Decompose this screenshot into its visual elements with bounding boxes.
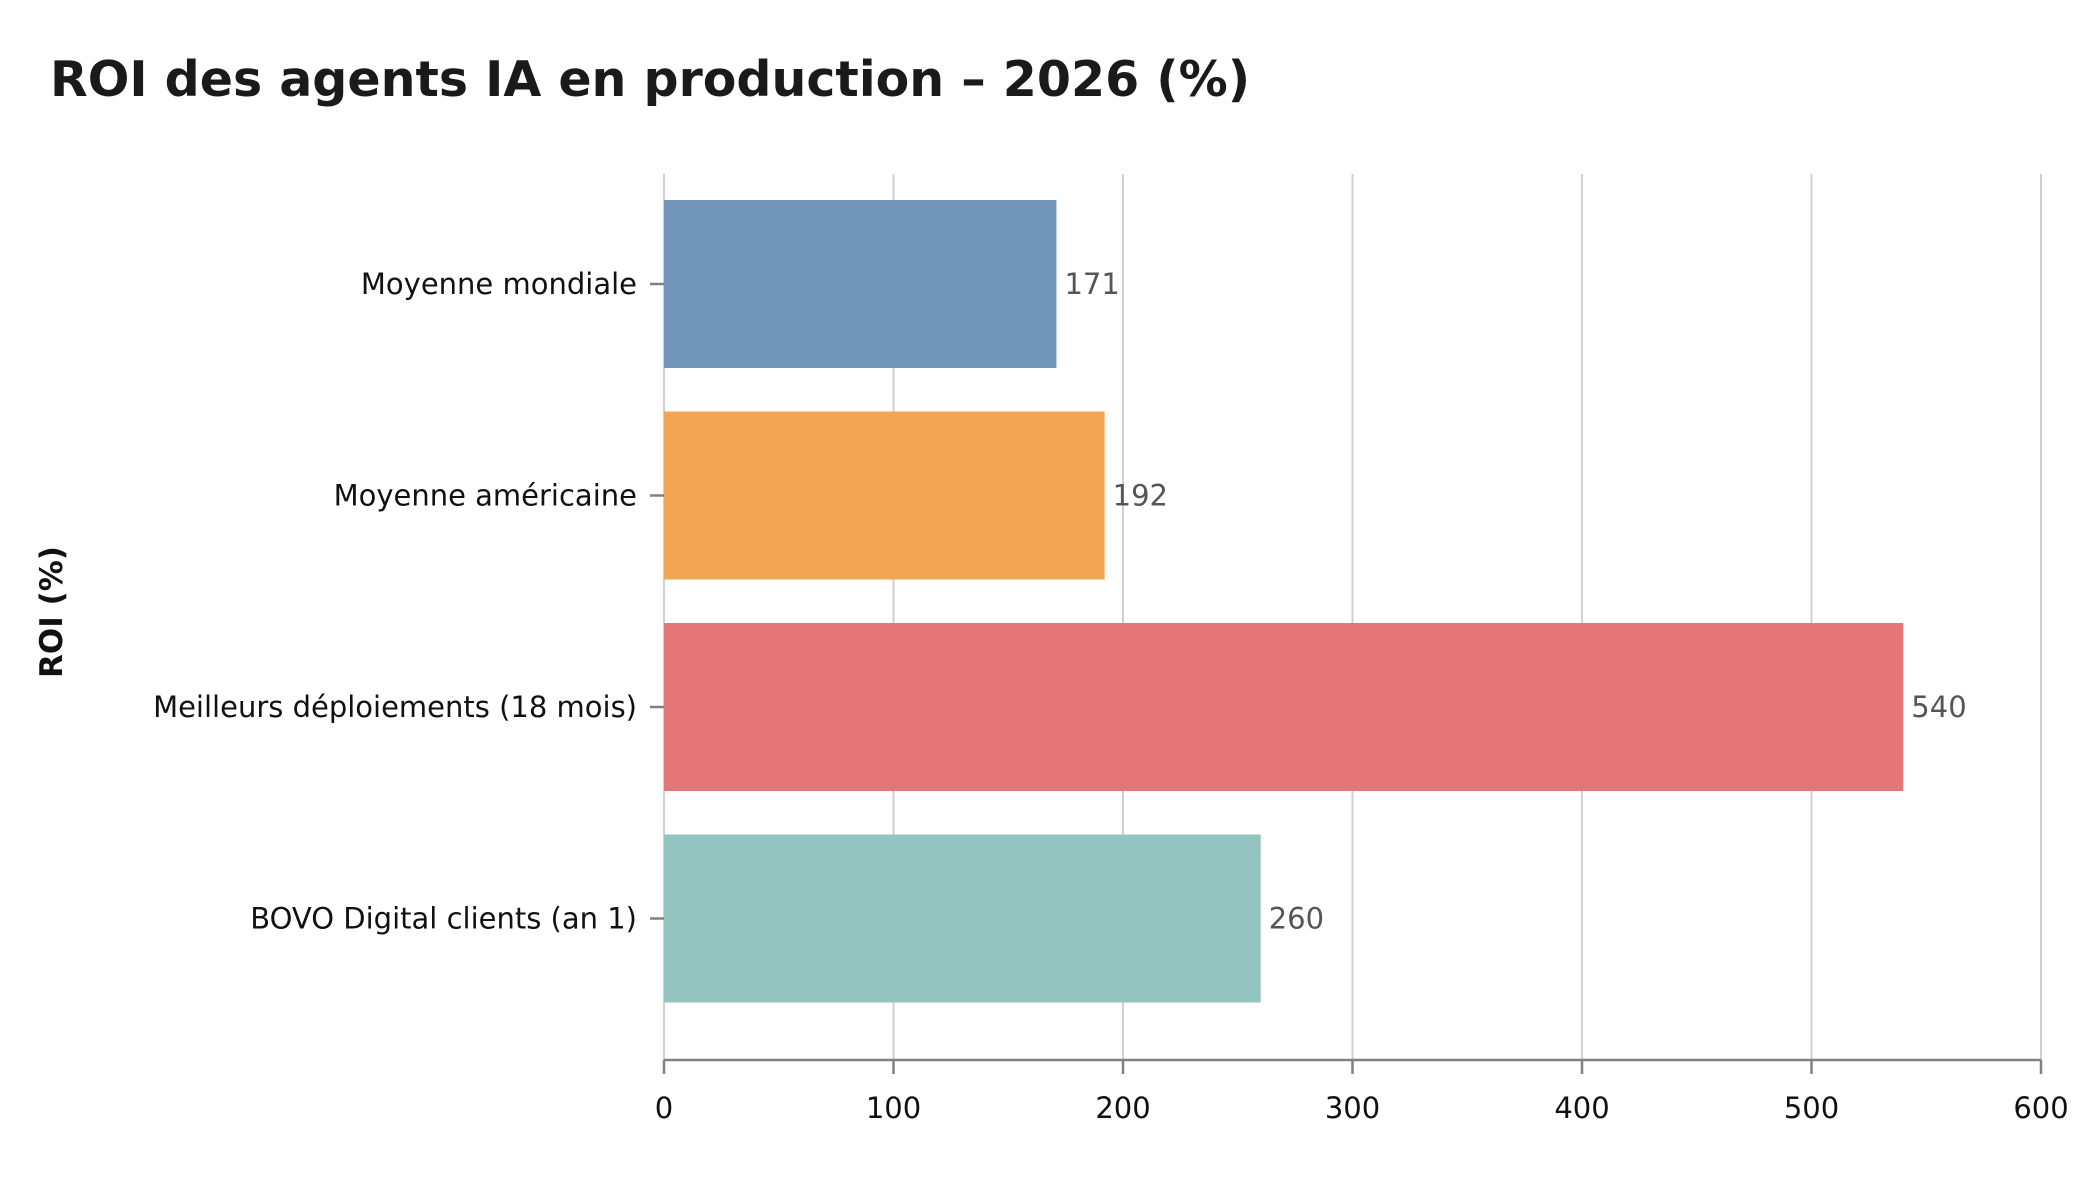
value-label-2: 192 [1113,479,1168,513]
category-label-4: BOVO Digital clients (an 1) [250,902,637,936]
value-label-4: 260 [1269,902,1324,936]
x-tick-label-600: 600 [2013,1091,2068,1125]
x-tick-label-100: 100 [866,1091,921,1125]
x-tick-label-400: 400 [1554,1091,1609,1125]
chart-title: ROI des agents IA en production – 2026 (… [50,51,1250,108]
value-label-3: 540 [1911,690,1966,724]
bar-4 [664,834,1261,1003]
bar-3 [664,623,1904,791]
x-axis: 0 100 200 300 400 500 600 [655,1058,2069,1125]
x-tick-label-0: 0 [655,1091,673,1125]
y-axis-label: ROI (%) [34,546,70,678]
x-tick-label-200: 200 [1095,1091,1150,1125]
category-label-2: Moyenne américaine [334,479,637,513]
x-tick-label-500: 500 [1784,1091,1839,1125]
x-tick-label-300: 300 [1325,1091,1380,1125]
bar-2 [664,411,1105,580]
category-labels: Moyenne mondiale Moyenne américaine Meille… [153,267,664,936]
category-label-1: Moyenne mondiale [361,267,637,301]
category-label-3: Meilleurs déploiements (18 mois) [153,690,637,724]
bars: 171 192 540 260 [664,200,1967,1003]
bar-1 [664,200,1057,368]
value-label-1: 171 [1064,267,1119,301]
